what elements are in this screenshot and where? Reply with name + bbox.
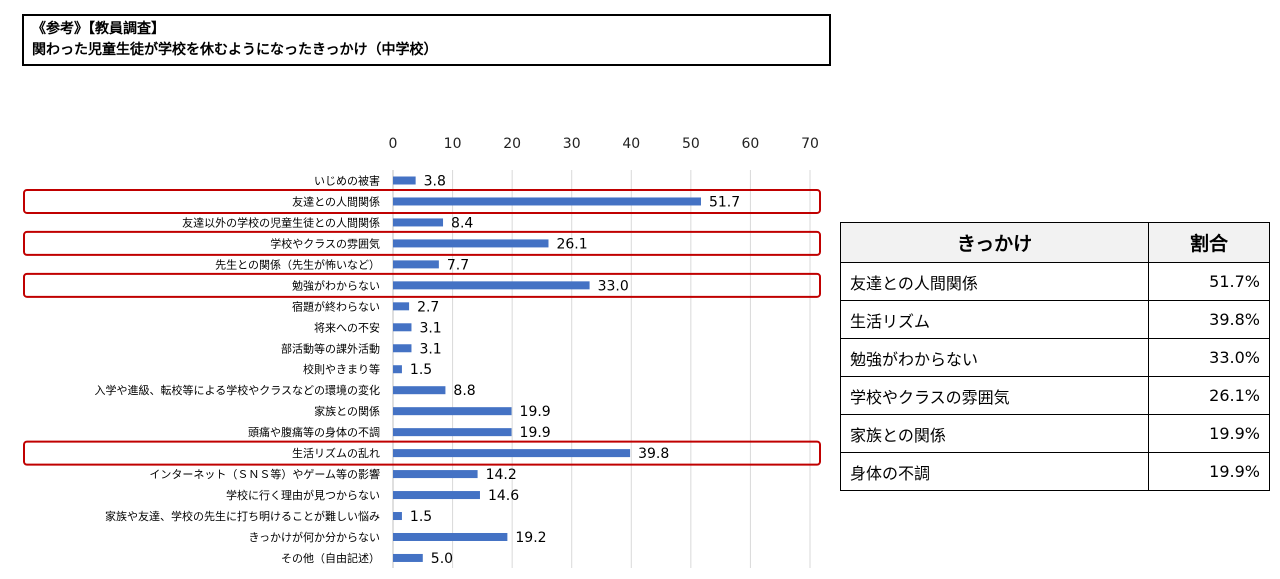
bar (393, 386, 446, 395)
bar (393, 365, 402, 374)
x-tick-label: 60 (742, 136, 760, 152)
table-header-cause: きっかけ (840, 222, 1149, 263)
bar (393, 491, 480, 500)
bar (393, 428, 512, 437)
category-label: インターネット（ＳＮＳ等）やゲーム等の影響 (149, 467, 380, 481)
table-header-row: きっかけ 割合 (840, 222, 1270, 263)
category-label: 友達との人間関係 (292, 194, 380, 208)
data-label: 8.8 (453, 383, 475, 399)
category-label: 勉強がわからない (292, 278, 380, 292)
header-box: 《参考》【教員調査】 関わった児童生徒が学校を休むようになったきっかけ（中学校） (22, 14, 831, 66)
category-label: 宿題が終わらない (292, 299, 380, 313)
data-label: 39.8 (638, 446, 669, 462)
bar (393, 512, 402, 521)
bar (393, 197, 701, 206)
x-tick-label: 50 (682, 136, 700, 152)
data-label: 3.8 (424, 174, 446, 190)
table-cell-value: 26.1% (1148, 376, 1270, 415)
highlight-box (23, 272, 821, 298)
category-label: 学校やクラスの雰囲気 (270, 236, 380, 250)
category-label: 校則やきまり等 (303, 362, 380, 376)
table-cell-label: 身体の不調 (840, 452, 1149, 491)
bar (393, 176, 416, 185)
category-label: 生活リズムの乱れ (292, 446, 380, 460)
table-cell-value: 51.7% (1148, 262, 1270, 301)
bar-chart: 0 10 20 30 40 50 60 70 いじめの被害 3.8 友達との人間関係 51.7 友達以外… (23, 136, 821, 568)
category-label: きっかけが何か分からない (248, 530, 380, 544)
data-label: 8.4 (451, 215, 473, 231)
data-label: 14.2 (486, 467, 517, 483)
category-label: その他（自由記述） (281, 551, 380, 565)
table-cell-value: 33.0% (1148, 338, 1270, 377)
bar (393, 532, 508, 541)
data-label: 19.9 (520, 404, 551, 420)
x-tick-label: 40 (622, 136, 640, 152)
category-label: 学校に行く理由が見つからない (226, 488, 380, 502)
category-label: いじめの被害 (314, 174, 380, 188)
table-row: 身体の不調 19.9% (840, 452, 1270, 491)
data-label: 3.1 (419, 320, 441, 336)
bar (393, 344, 412, 353)
bar (393, 281, 590, 290)
header-line-2: 関わった児童生徒が学校を休むようになったきっかけ（中学校） (32, 42, 438, 58)
table-cell-value: 19.9% (1148, 452, 1270, 491)
data-label: 7.7 (447, 257, 469, 273)
category-label: 頭痛や腹痛等の身体の不調 (248, 425, 380, 439)
highlight-box (23, 188, 821, 214)
table-cell-label: 勉強がわからない (840, 338, 1149, 377)
highlight-box (23, 440, 821, 466)
data-label: 1.5 (410, 362, 432, 378)
data-label: 33.0 (598, 278, 629, 294)
bar (393, 218, 444, 227)
table-cell-label: 友達との人間関係 (840, 262, 1149, 301)
bar (393, 302, 410, 311)
table-cell-label: 家族との関係 (840, 414, 1149, 453)
category-label: 家族との関係 (314, 404, 380, 418)
table-row: 友達との人間関係 51.7% (840, 262, 1270, 301)
x-tick-label: 0 (389, 136, 398, 152)
category-label: 友達以外の学校の児童生徒との人間関係 (182, 215, 380, 229)
data-label: 26.1 (556, 236, 587, 252)
category-label: 家族や友達、学校の先生に打ち明けることが難しい悩み (105, 509, 380, 523)
category-label: 入学や進級、転校等による学校やクラスなどの環境の変化 (95, 383, 380, 397)
data-label: 14.6 (488, 488, 519, 504)
table-row: 家族との関係 19.9% (840, 414, 1270, 453)
category-label: 先生との関係（先生が怖いなど） (215, 257, 380, 271)
x-tick-label: 10 (444, 136, 462, 152)
data-label: 1.5 (410, 509, 432, 525)
table-cell-value: 39.8% (1148, 300, 1270, 339)
data-label: 19.2 (515, 530, 546, 546)
bar (393, 553, 423, 562)
highlight-box (23, 230, 821, 256)
data-label: 5.0 (431, 551, 453, 567)
data-label: 19.9 (520, 425, 551, 441)
data-label: 3.1 (419, 341, 441, 357)
table-cell-label: 学校やクラスの雰囲気 (840, 376, 1149, 415)
bar (393, 449, 631, 458)
data-label: 2.7 (417, 299, 439, 315)
x-tick-label: 30 (563, 136, 581, 152)
bar (393, 260, 439, 269)
summary-table: きっかけ 割合 友達との人間関係 51.7% 生活リズム 39.8% 勉強がわか… (840, 222, 1270, 491)
bar (393, 323, 412, 332)
x-tick-label: 70 (801, 136, 819, 152)
bar (393, 407, 512, 416)
x-tick-label: 20 (503, 136, 521, 152)
category-label: 部活動等の課外活動 (281, 341, 380, 355)
header-line-1: 《参考》【教員調査】 (32, 21, 165, 37)
table-row: 生活リズム 39.8% (840, 300, 1270, 339)
data-label: 51.7 (709, 194, 740, 210)
table-cell-label: 生活リズム (840, 300, 1149, 339)
table-header-rate: 割合 (1148, 222, 1270, 263)
table-row: 勉強がわからない 33.0% (840, 338, 1270, 377)
bar (393, 239, 549, 248)
category-label: 将来への不安 (314, 320, 380, 334)
table-row: 学校やクラスの雰囲気 26.1% (840, 376, 1270, 415)
bar (393, 470, 478, 479)
table-cell-value: 19.9% (1148, 414, 1270, 453)
